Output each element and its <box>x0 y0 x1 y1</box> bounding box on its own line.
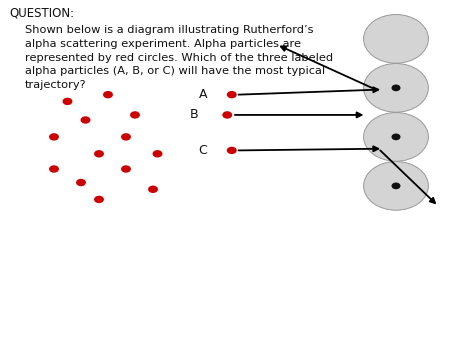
Circle shape <box>76 179 86 186</box>
Circle shape <box>392 134 400 140</box>
Circle shape <box>130 111 140 119</box>
Circle shape <box>49 165 59 173</box>
Circle shape <box>364 15 428 63</box>
Circle shape <box>364 113 428 161</box>
Text: QUESTION:: QUESTION: <box>9 7 74 20</box>
Circle shape <box>227 91 237 98</box>
Circle shape <box>103 91 113 98</box>
Circle shape <box>227 147 237 154</box>
Circle shape <box>49 133 59 141</box>
Circle shape <box>94 150 104 158</box>
Text: B: B <box>189 108 198 121</box>
Circle shape <box>148 186 158 193</box>
Circle shape <box>121 133 131 141</box>
Circle shape <box>222 111 232 119</box>
Circle shape <box>121 165 131 173</box>
Circle shape <box>81 116 90 124</box>
Text: Shown below is a diagram illustrating Rutherford’s
alpha scattering experiment. : Shown below is a diagram illustrating Ru… <box>25 25 333 90</box>
Circle shape <box>364 64 428 112</box>
Text: C: C <box>198 144 207 157</box>
Circle shape <box>392 183 400 189</box>
Circle shape <box>153 150 162 158</box>
Circle shape <box>63 98 72 105</box>
Circle shape <box>94 196 104 203</box>
Circle shape <box>364 162 428 210</box>
Circle shape <box>392 84 400 91</box>
Text: A: A <box>198 88 207 101</box>
